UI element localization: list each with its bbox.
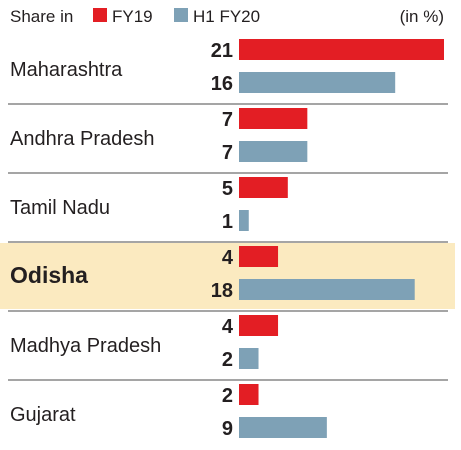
bar-h1-fy20-gujarat	[239, 417, 327, 438]
value-label-fy19-maharashtra: 21	[211, 40, 233, 62]
bar-fy19-gujarat	[239, 384, 259, 405]
value-label-fy19-andhra-pradesh: 7	[222, 109, 233, 131]
legend-label-fy19: FY19	[112, 7, 153, 26]
legend-swatch-h1fy20	[174, 8, 188, 22]
bar-fy19-maharashtra	[239, 39, 444, 60]
category-label-gujarat: Gujarat	[10, 404, 76, 426]
value-label-fy19-gujarat: 2	[222, 385, 233, 407]
legend-prefix: Share in	[10, 7, 73, 26]
legend-swatch-fy19	[93, 8, 107, 22]
value-label-h1-fy20-madhya-pradesh: 2	[222, 349, 233, 371]
category-label-maharashtra: Maharashtra	[10, 59, 123, 81]
legend-label-h1fy20: H1 FY20	[193, 7, 260, 26]
bar-h1-fy20-maharashtra	[239, 72, 396, 93]
bar-fy19-tamil-nadu	[239, 177, 288, 198]
bar-fy19-odisha	[239, 246, 279, 267]
legend: Share in FY19 H1 FY20 (in %)	[10, 7, 444, 26]
bar-h1-fy20-andhra-pradesh	[239, 141, 308, 162]
value-label-h1-fy20-odisha: 18	[211, 280, 233, 302]
bar-h1-fy20-madhya-pradesh	[239, 348, 259, 369]
bar-fy19-andhra-pradesh	[239, 108, 308, 129]
category-label-andhra-pradesh: Andhra Pradesh	[10, 128, 155, 150]
value-label-fy19-madhya-pradesh: 4	[222, 316, 234, 338]
bar-h1-fy20-tamil-nadu	[239, 210, 249, 231]
category-label-tamil-nadu: Tamil Nadu	[10, 197, 110, 219]
value-label-fy19-tamil-nadu: 5	[222, 178, 233, 200]
category-label-madhya-pradesh: Madhya Pradesh	[10, 335, 161, 357]
value-label-h1-fy20-gujarat: 9	[222, 418, 233, 440]
value-label-h1-fy20-maharashtra: 16	[211, 73, 233, 95]
unit-label: (in %)	[400, 7, 444, 26]
bar-fy19-madhya-pradesh	[239, 315, 279, 336]
value-label-h1-fy20-tamil-nadu: 1	[222, 211, 233, 233]
value-label-fy19-odisha: 4	[222, 247, 234, 269]
bar-h1-fy20-odisha	[239, 279, 415, 300]
value-label-h1-fy20-andhra-pradesh: 7	[222, 142, 233, 164]
category-label-odisha: Odisha	[10, 262, 88, 288]
